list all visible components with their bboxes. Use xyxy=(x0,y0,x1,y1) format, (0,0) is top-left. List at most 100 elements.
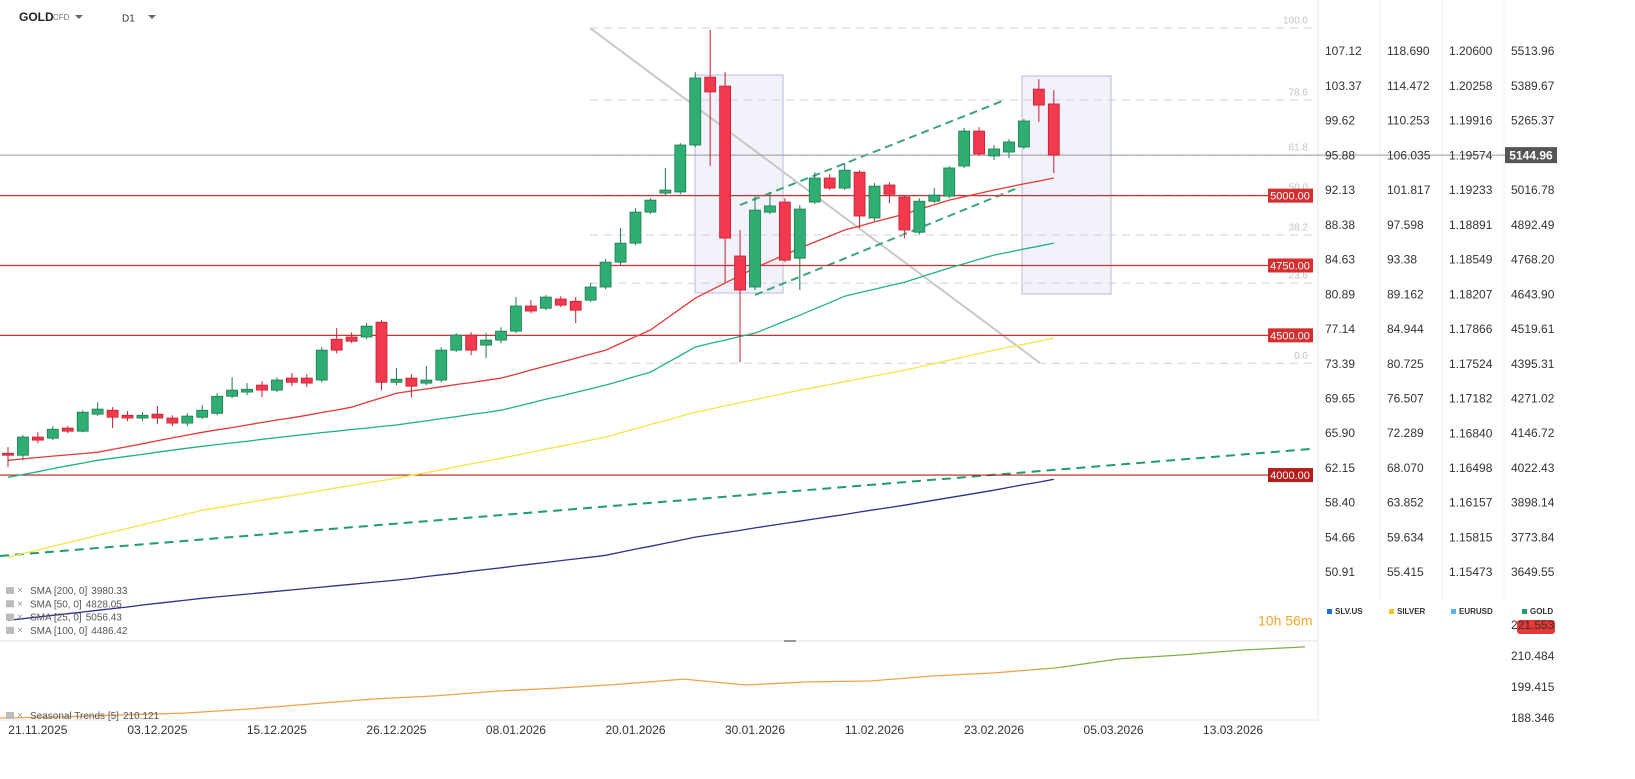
candle-body xyxy=(211,395,224,414)
candle-body xyxy=(674,144,687,193)
y-tick-label: 4768.20 xyxy=(1511,253,1555,267)
price-tag xyxy=(1505,147,1557,164)
y-tick-label: 84.63 xyxy=(1325,253,1355,267)
range-box[interactable] xyxy=(1021,75,1112,295)
y-tick-label: 103.37 xyxy=(1325,79,1362,93)
candle-body xyxy=(300,377,313,384)
legend-label[interactable]: EURUSD xyxy=(1459,607,1493,616)
candle-body xyxy=(151,413,164,419)
legend-value: 3980.33 xyxy=(91,586,128,597)
channel-line[interactable] xyxy=(754,186,1021,296)
candle-body xyxy=(91,408,104,415)
interval[interactable]: D1 xyxy=(122,14,135,25)
countdown: 10h 56m xyxy=(1258,613,1312,629)
legend-label[interactable]: SILVER xyxy=(1397,607,1426,616)
sma-line xyxy=(7,242,1054,478)
legend-swatch xyxy=(1451,609,1456,614)
legend-icon xyxy=(6,712,14,719)
legend-swatch xyxy=(1389,609,1394,614)
legend-swatch xyxy=(1522,609,1527,614)
candle-body xyxy=(106,409,119,418)
candle-body xyxy=(629,211,642,244)
legend-entry: SMA [50, 0] 4828.05 xyxy=(30,599,122,610)
y-tick-label: 1.19233 xyxy=(1449,183,1493,197)
candle-body xyxy=(778,201,791,261)
candle-body xyxy=(823,177,836,189)
legend-close[interactable]: × xyxy=(17,586,23,597)
y-tick-label: 3898.14 xyxy=(1511,496,1555,510)
legend-label[interactable]: SLV.US xyxy=(1335,607,1363,616)
candle-body xyxy=(1003,141,1015,153)
candle-body xyxy=(868,185,881,219)
legend-label[interactable]: GOLD xyxy=(1530,607,1553,616)
legend-value: 210.121 xyxy=(123,711,160,722)
dropdown-caret[interactable] xyxy=(75,15,83,19)
legend-icon xyxy=(6,626,14,634)
price-badge[interactable] xyxy=(1517,620,1555,634)
x-tick-label: 23.02.2026 xyxy=(964,723,1024,737)
y-tick-label: 4146.72 xyxy=(1511,426,1555,440)
legend-name: SMA [25, 0] xyxy=(30,612,82,623)
x-tick-label: 08.01.2026 xyxy=(486,723,546,737)
y-tick-label: 77.14 xyxy=(1325,322,1355,336)
candle-body xyxy=(181,415,194,424)
symbol[interactable]: GOLD xyxy=(19,10,54,24)
candle-body xyxy=(644,199,657,213)
candle-body xyxy=(554,298,567,306)
legend-entry: Seasonal Trends [5] 210.121 xyxy=(30,711,160,722)
trend-line[interactable] xyxy=(0,448,1311,557)
y-tick-label: 80.725 xyxy=(1387,357,1424,371)
x-tick-label: 26.12.2025 xyxy=(366,723,426,737)
fib-label: 78.6 xyxy=(1289,88,1309,99)
symbol-kind: CFD xyxy=(53,13,70,22)
legend-close[interactable]: × xyxy=(17,599,23,610)
candle-body xyxy=(1018,120,1030,148)
candle-body xyxy=(943,167,956,197)
legend-close[interactable]: × xyxy=(17,711,23,722)
candle-body xyxy=(973,130,985,155)
candle-body xyxy=(704,76,717,93)
legend-close[interactable]: × xyxy=(17,626,23,637)
candle-body xyxy=(1032,88,1045,106)
fib-label: 0.0 xyxy=(1294,351,1308,362)
y-tick-label: 1.17866 xyxy=(1449,322,1493,336)
candle-body xyxy=(315,349,328,381)
legend-name: SMA [50, 0] xyxy=(30,599,82,610)
sma-line xyxy=(7,177,1054,461)
y-tick-label: 210.484 xyxy=(1511,649,1555,663)
fib-label: 23.6 xyxy=(1289,271,1309,282)
level-label: 4500.00 xyxy=(1270,330,1310,342)
y-tick-label: 188.346 xyxy=(1511,711,1555,725)
dropdown-caret[interactable] xyxy=(148,15,156,19)
x-tick-label: 30.01.2026 xyxy=(725,723,785,737)
channel-line[interactable] xyxy=(739,99,1006,206)
y-tick-label: 101.817 xyxy=(1387,183,1431,197)
legend-icon xyxy=(6,613,14,621)
level-tag xyxy=(1268,188,1313,203)
candle-body xyxy=(584,286,597,301)
y-tick-label: 4643.90 xyxy=(1511,287,1555,301)
legend-icon xyxy=(6,600,14,608)
price-tag-label: 5144.96 xyxy=(1509,148,1553,162)
y-tick-label: 1.16498 xyxy=(1449,461,1493,475)
y-tick-label: 5265.37 xyxy=(1511,114,1555,128)
y-tick-label: 95.88 xyxy=(1325,148,1355,162)
candle-body xyxy=(405,377,418,387)
y-tick-label: 1.15815 xyxy=(1449,530,1493,544)
sma-line xyxy=(7,478,1054,622)
legend-close[interactable]: × xyxy=(17,612,23,623)
legend-name: SMA [100, 0] xyxy=(30,626,87,637)
y-tick-label: 55.415 xyxy=(1387,565,1424,579)
fib-label: 50.0 xyxy=(1289,183,1309,194)
y-tick-label: 58.40 xyxy=(1325,496,1355,510)
level-tag xyxy=(1268,258,1313,273)
y-tick-label: 3649.55 xyxy=(1511,565,1555,579)
y-tick-label: 4519.61 xyxy=(1511,322,1555,336)
candle-body xyxy=(241,388,253,393)
fib-label: 61.8 xyxy=(1289,143,1309,154)
y-tick-label: 199.415 xyxy=(1511,680,1555,694)
y-tick-label: 97.598 xyxy=(1387,218,1424,232)
y-tick-label: 221.553 xyxy=(1511,618,1555,632)
y-tick-label: 5016.78 xyxy=(1511,183,1555,197)
candle-body xyxy=(525,305,537,312)
